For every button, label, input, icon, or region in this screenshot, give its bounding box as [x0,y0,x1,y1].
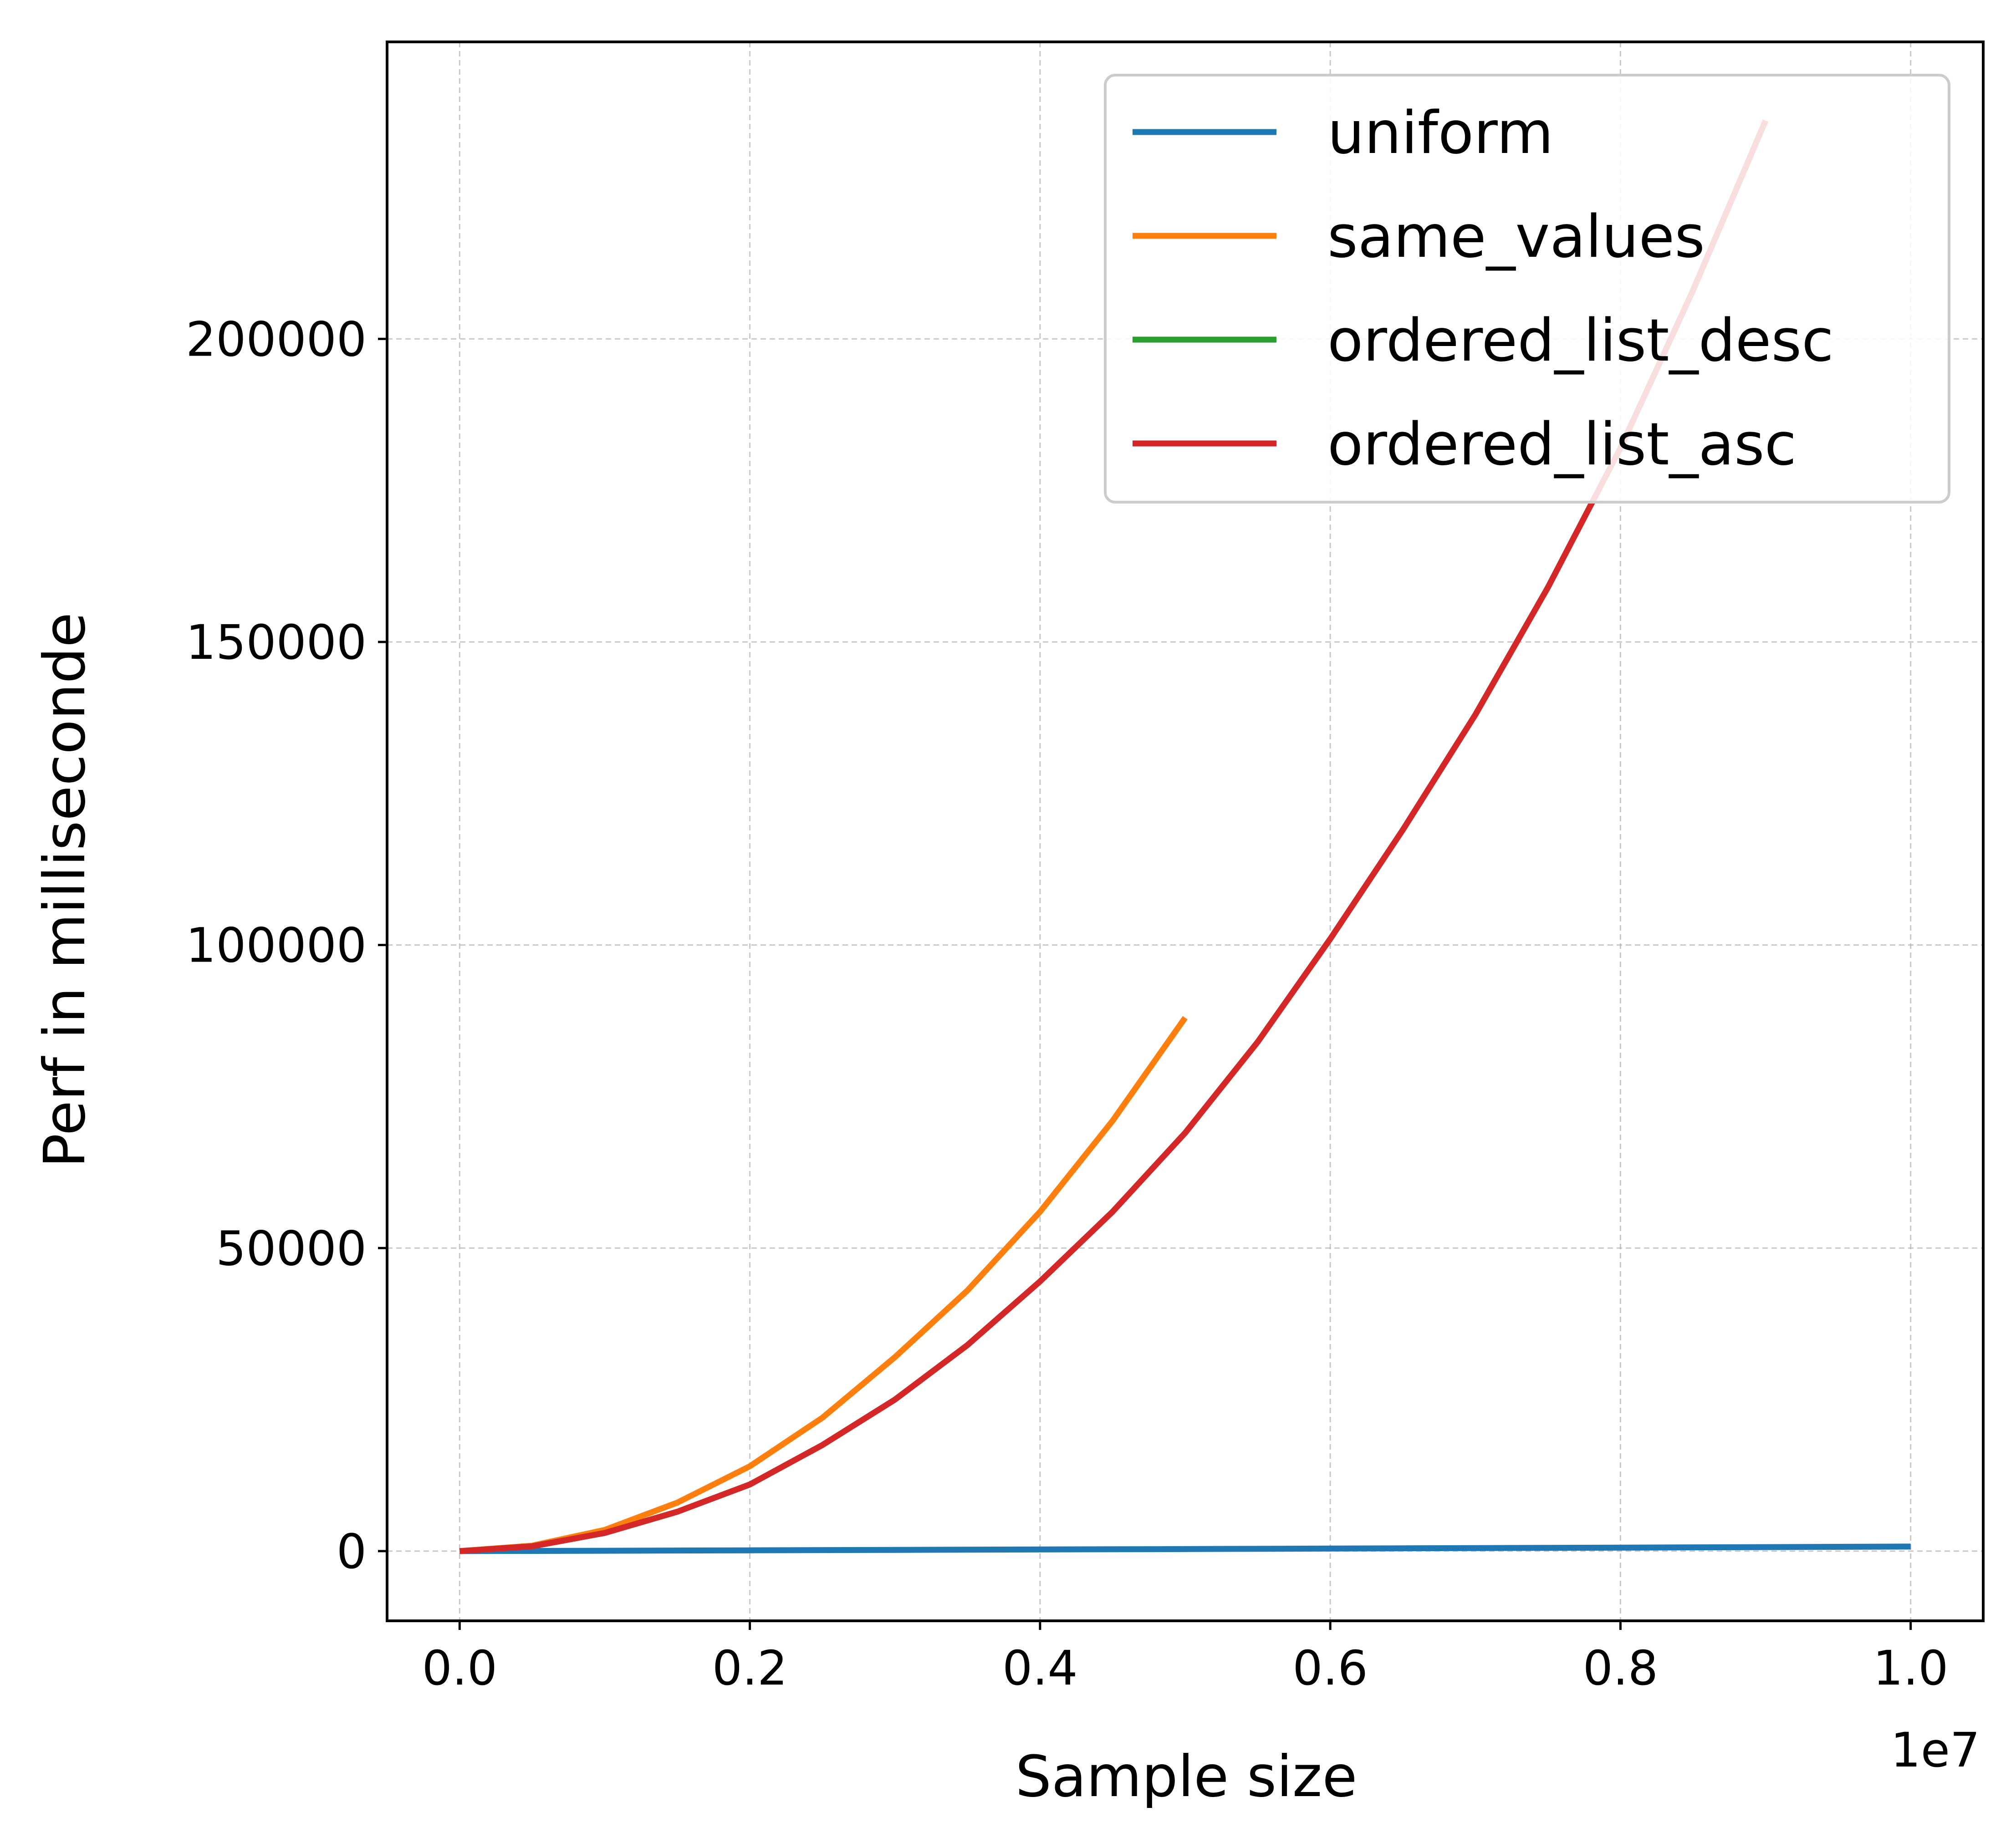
x-tick-label: 0.4 [1002,1640,1077,1696]
tick-labels: 0.0 0.2 0.4 0.6 0.8 1.0 0 50000 100000 150000 2000… [186,311,1948,1696]
x-tick-label: 0.2 [712,1640,787,1696]
y-tick-label: 100000 [186,918,367,973]
legend-frame [1104,74,1950,504]
legend-label: ordered_list_desc [1327,307,1834,375]
legend: uniform same_values ordered_list_descorder… [1104,74,1950,504]
x-tick-label: 0.0 [422,1640,497,1696]
series-line-uniform [459,1543,1911,1554]
x-tick-label: 0.6 [1292,1640,1368,1696]
legend-items: uniform same_values ordered_list_descorder… [1133,99,1834,479]
series-layer [459,119,1911,1554]
y-tick-label: 200000 [186,311,367,367]
plot-frame [386,41,1985,1622]
series-line-ordered-list-asc [459,119,1768,1554]
x-axis-label: Sample size [1016,1744,1358,1810]
ticks [378,337,1912,1630]
y-tick-label: 50000 [216,1221,367,1276]
legend-label: ordered_list_asc [1327,411,1797,479]
y-tick-label: 150000 [186,615,367,670]
x-tick-label: 1.0 [1873,1640,1948,1696]
legend-label: same_values [1327,203,1705,271]
y-tick-label: 0 [337,1524,367,1579]
legend-label: uniform [1327,99,1553,167]
x-axis-offset-label: 1e7 [1891,1722,1980,1778]
x-tick-label: 0.8 [1583,1640,1658,1696]
y-axis-label: Perf in milliseconde [32,612,98,1168]
